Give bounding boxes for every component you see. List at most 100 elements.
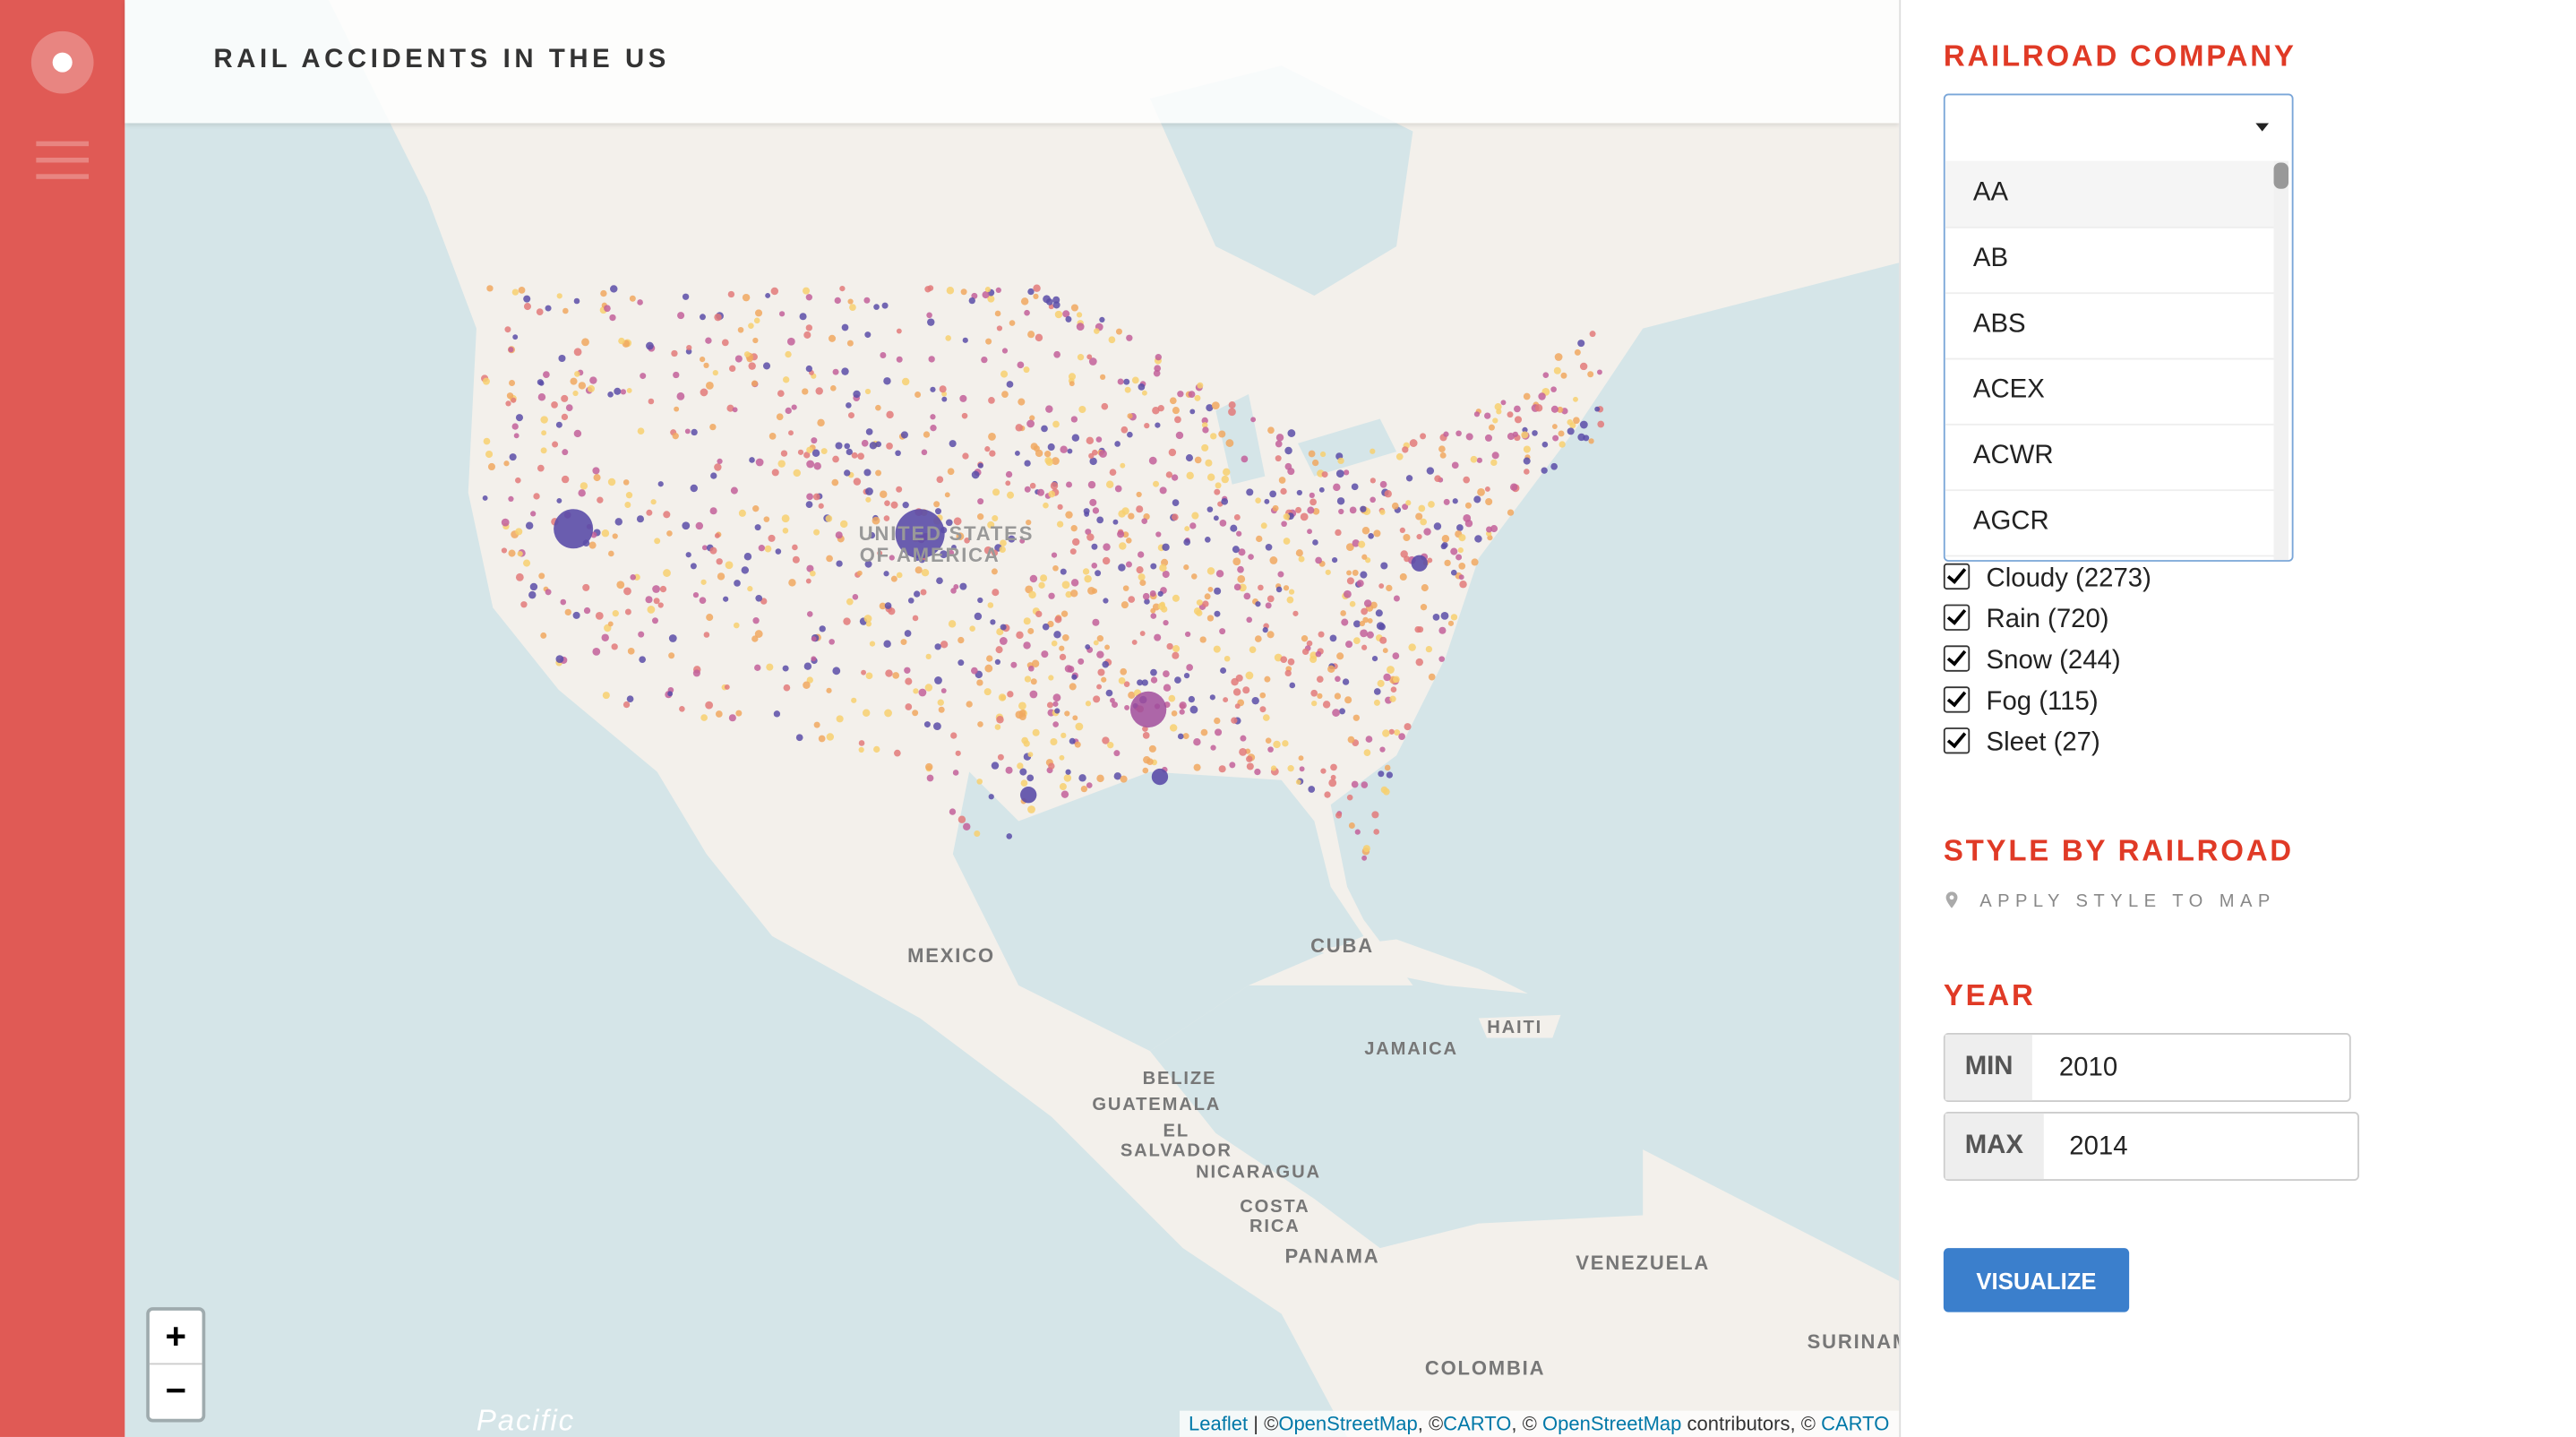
accident-marker[interactable] bbox=[1275, 455, 1282, 462]
accident-marker[interactable] bbox=[530, 511, 537, 517]
accident-marker[interactable] bbox=[509, 379, 516, 386]
accident-marker[interactable] bbox=[1438, 656, 1445, 662]
accident-marker[interactable] bbox=[1509, 483, 1518, 491]
accident-marker[interactable] bbox=[1380, 786, 1388, 794]
accident-marker[interactable] bbox=[1142, 767, 1149, 774]
accident-marker[interactable] bbox=[1335, 469, 1344, 478]
accident-marker[interactable] bbox=[1043, 295, 1051, 304]
accident-marker[interactable] bbox=[1477, 487, 1485, 496]
accident-marker[interactable] bbox=[811, 437, 818, 444]
accident-marker[interactable] bbox=[921, 449, 928, 456]
accident-marker[interactable] bbox=[1052, 564, 1059, 572]
accident-marker[interactable] bbox=[1390, 686, 1397, 693]
accident-marker[interactable] bbox=[1201, 443, 1209, 452]
accident-marker[interactable] bbox=[936, 577, 943, 585]
accident-marker[interactable] bbox=[948, 549, 955, 556]
accident-marker[interactable] bbox=[1440, 612, 1449, 620]
accident-marker[interactable] bbox=[562, 449, 569, 456]
accident-marker[interactable] bbox=[1120, 775, 1128, 783]
accident-marker[interactable] bbox=[986, 655, 993, 662]
accident-marker[interactable] bbox=[865, 621, 872, 627]
accident-marker[interactable] bbox=[1327, 665, 1335, 674]
accident-marker[interactable] bbox=[775, 548, 782, 555]
accident-marker[interactable] bbox=[1551, 424, 1558, 429]
accident-marker[interactable] bbox=[1375, 609, 1383, 617]
accident-marker[interactable] bbox=[1292, 610, 1299, 616]
accident-marker[interactable] bbox=[1193, 763, 1201, 771]
accident-marker[interactable] bbox=[956, 532, 965, 541]
accident-marker[interactable] bbox=[1125, 561, 1132, 568]
accident-marker[interactable] bbox=[1265, 602, 1272, 609]
accident-marker[interactable] bbox=[1027, 288, 1035, 296]
accident-marker[interactable] bbox=[805, 294, 813, 301]
accident-marker[interactable] bbox=[1172, 651, 1180, 659]
accident-marker[interactable] bbox=[1283, 585, 1290, 591]
accident-marker[interactable] bbox=[1085, 701, 1092, 707]
accident-marker[interactable] bbox=[907, 598, 914, 604]
accident-marker[interactable] bbox=[831, 478, 839, 486]
accident-marker[interactable] bbox=[612, 533, 618, 539]
accident-marker[interactable] bbox=[1190, 573, 1198, 580]
accident-marker[interactable] bbox=[533, 493, 540, 500]
accident-marker[interactable] bbox=[1050, 482, 1059, 490]
accident-marker[interactable] bbox=[1125, 537, 1132, 544]
accident-marker[interactable] bbox=[988, 397, 995, 404]
accident-marker[interactable] bbox=[1163, 619, 1169, 626]
accident-marker[interactable] bbox=[884, 709, 892, 718]
accident-marker[interactable] bbox=[1402, 446, 1409, 453]
accident-marker[interactable] bbox=[1347, 736, 1355, 744]
accident-marker[interactable] bbox=[1060, 610, 1069, 617]
accident-marker[interactable] bbox=[1194, 456, 1202, 464]
accident-marker[interactable] bbox=[751, 380, 758, 387]
accident-marker[interactable] bbox=[1534, 404, 1543, 412]
accident-marker[interactable] bbox=[927, 285, 934, 291]
apply-style-link[interactable]: APPLY STYLE TO MAP bbox=[1979, 891, 2276, 912]
accident-marker[interactable] bbox=[676, 392, 685, 400]
accident-marker[interactable] bbox=[857, 452, 864, 460]
accident-marker[interactable] bbox=[1254, 768, 1261, 776]
accident-marker[interactable] bbox=[1148, 744, 1156, 753]
accident-marker[interactable] bbox=[1567, 418, 1574, 426]
accident-marker[interactable] bbox=[1346, 570, 1352, 576]
accident-marker[interactable] bbox=[624, 608, 631, 615]
accident-marker[interactable] bbox=[1117, 530, 1125, 538]
accident-marker[interactable] bbox=[1428, 673, 1436, 681]
accident-marker[interactable] bbox=[1069, 589, 1078, 598]
accident-marker[interactable] bbox=[951, 545, 957, 550]
accident-marker[interactable] bbox=[1337, 457, 1344, 465]
accident-marker[interactable] bbox=[843, 617, 851, 625]
accident-marker[interactable] bbox=[1597, 420, 1605, 428]
accident-marker[interactable] bbox=[957, 815, 966, 823]
accident-marker[interactable] bbox=[1532, 430, 1538, 436]
accident-marker[interactable] bbox=[623, 479, 630, 486]
accident-marker[interactable] bbox=[1451, 461, 1459, 469]
accident-marker[interactable] bbox=[637, 427, 645, 435]
accident-marker[interactable] bbox=[792, 555, 800, 564]
accident-marker[interactable] bbox=[913, 688, 919, 694]
accident-marker[interactable] bbox=[847, 298, 854, 305]
accident-marker[interactable] bbox=[826, 555, 833, 563]
accident-marker[interactable] bbox=[1237, 574, 1246, 583]
accident-marker[interactable] bbox=[1309, 655, 1318, 664]
accident-marker[interactable] bbox=[1071, 434, 1080, 442]
accident-marker[interactable] bbox=[864, 331, 872, 339]
accident-marker[interactable] bbox=[966, 701, 973, 708]
accident-marker[interactable] bbox=[1174, 676, 1181, 684]
accident-marker[interactable] bbox=[803, 452, 811, 459]
accident-marker[interactable] bbox=[875, 441, 882, 448]
accident-marker[interactable] bbox=[1339, 708, 1346, 715]
accident-marker[interactable] bbox=[1023, 617, 1031, 625]
accident-marker[interactable] bbox=[1105, 480, 1114, 488]
accident-marker[interactable] bbox=[832, 667, 841, 675]
accident-marker[interactable] bbox=[875, 404, 881, 411]
accident-marker[interactable] bbox=[992, 515, 999, 522]
accident-marker[interactable] bbox=[1018, 398, 1026, 406]
accident-marker[interactable] bbox=[483, 437, 491, 445]
accident-marker[interactable] bbox=[1241, 455, 1249, 463]
accident-marker[interactable] bbox=[1092, 507, 1100, 514]
option[interactable]: ACEX bbox=[1945, 358, 2274, 426]
accident-marker[interactable] bbox=[515, 528, 523, 536]
accident-marker[interactable] bbox=[700, 356, 706, 363]
accident-marker[interactable] bbox=[984, 664, 993, 673]
accident-marker[interactable] bbox=[746, 356, 753, 363]
